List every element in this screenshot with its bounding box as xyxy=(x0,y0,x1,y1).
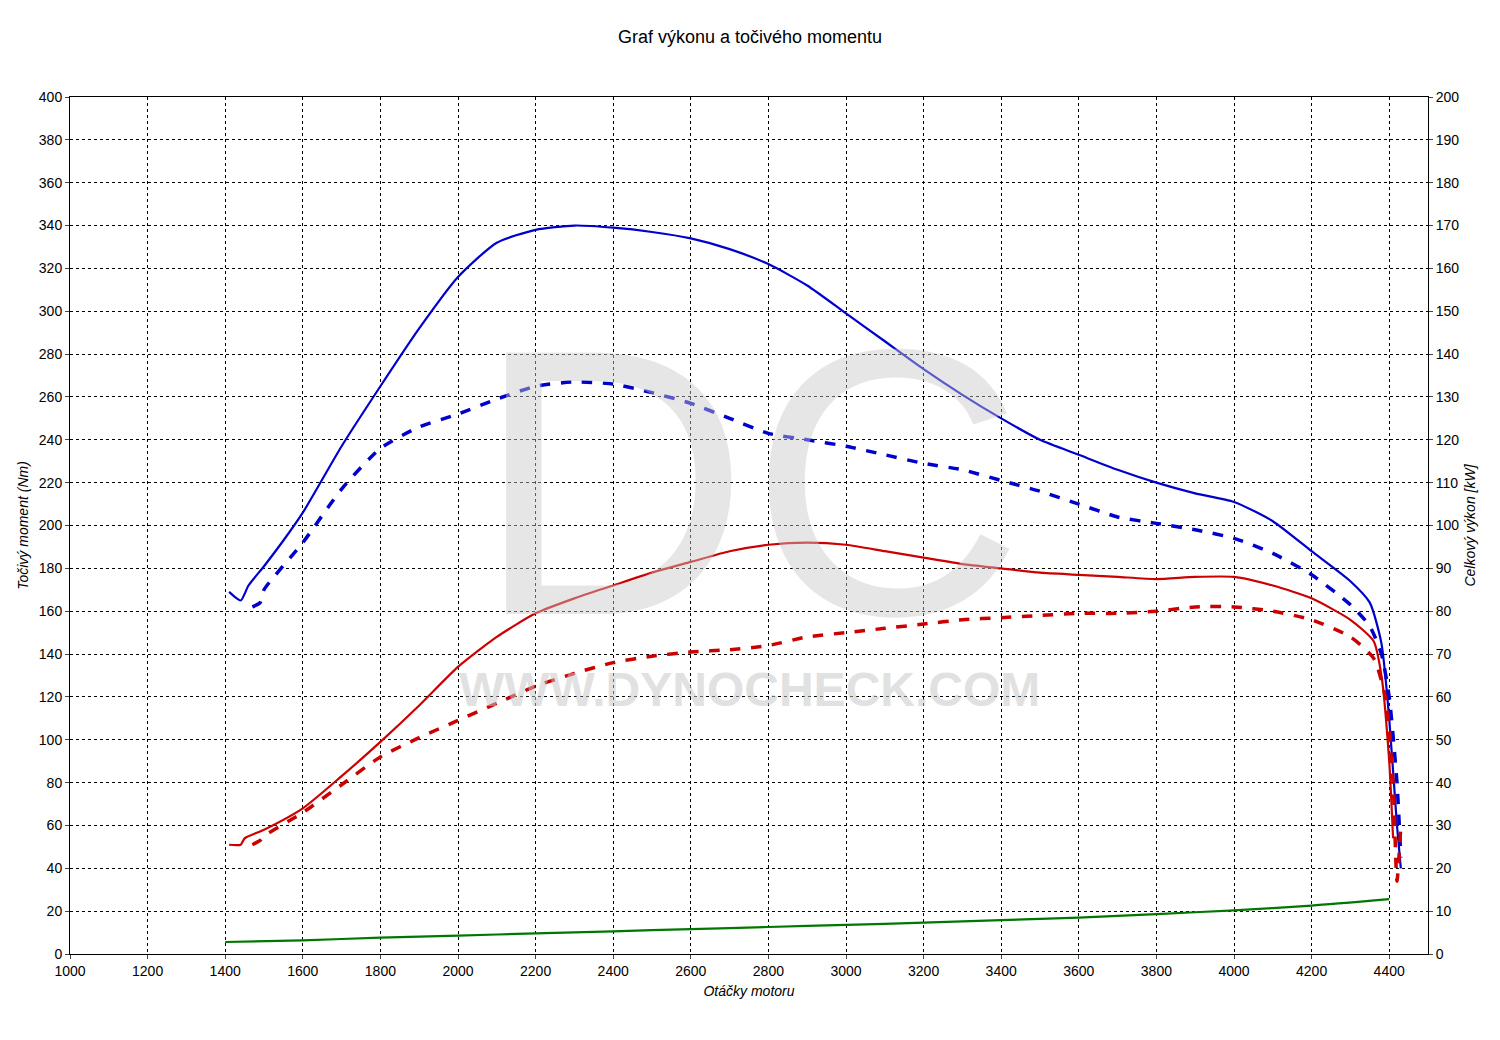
svg-text:140: 140 xyxy=(39,646,63,662)
svg-text:30: 30 xyxy=(1436,817,1452,833)
svg-text:320: 320 xyxy=(39,260,63,276)
svg-text:280: 280 xyxy=(39,346,63,362)
svg-text:DC: DC xyxy=(475,270,1024,695)
svg-text:3000: 3000 xyxy=(830,963,861,979)
svg-text:200: 200 xyxy=(39,517,63,533)
svg-text:100: 100 xyxy=(39,732,63,748)
svg-text:40: 40 xyxy=(47,860,63,876)
svg-text:60: 60 xyxy=(47,817,63,833)
svg-text:60: 60 xyxy=(1436,689,1452,705)
svg-text:3400: 3400 xyxy=(986,963,1017,979)
svg-text:Otáčky motoru: Otáčky motoru xyxy=(703,983,794,999)
svg-text:400: 400 xyxy=(39,89,63,105)
svg-text:180: 180 xyxy=(39,560,63,576)
svg-text:4000: 4000 xyxy=(1218,963,1249,979)
svg-text:240: 240 xyxy=(39,432,63,448)
svg-text:120: 120 xyxy=(1436,432,1460,448)
svg-text:WWW.DYNOCHECK.COM: WWW.DYNOCHECK.COM xyxy=(459,663,1040,716)
svg-text:Celkový výkon [kW]: Celkový výkon [kW] xyxy=(1462,463,1478,586)
svg-text:80: 80 xyxy=(47,775,63,791)
svg-text:10: 10 xyxy=(1436,903,1452,919)
svg-text:180: 180 xyxy=(1436,175,1460,191)
svg-text:0: 0 xyxy=(1436,946,1444,962)
svg-text:140: 140 xyxy=(1436,346,1460,362)
svg-text:100: 100 xyxy=(1436,517,1460,533)
svg-text:2800: 2800 xyxy=(753,963,784,979)
svg-text:110: 110 xyxy=(1436,475,1459,491)
svg-text:260: 260 xyxy=(39,389,63,405)
svg-text:20: 20 xyxy=(1436,860,1452,876)
svg-text:20: 20 xyxy=(47,903,63,919)
svg-text:380: 380 xyxy=(39,132,63,148)
svg-text:70: 70 xyxy=(1436,646,1452,662)
svg-text:2600: 2600 xyxy=(675,963,706,979)
svg-text:360: 360 xyxy=(39,175,63,191)
svg-text:170: 170 xyxy=(1436,217,1460,233)
svg-text:Točivý moment (Nm): Točivý moment (Nm) xyxy=(15,461,31,590)
svg-text:190: 190 xyxy=(1436,132,1460,148)
svg-text:4200: 4200 xyxy=(1296,963,1327,979)
svg-text:4400: 4400 xyxy=(1374,963,1405,979)
svg-text:200: 200 xyxy=(1436,89,1460,105)
svg-text:150: 150 xyxy=(1436,303,1460,319)
svg-text:2200: 2200 xyxy=(520,963,551,979)
svg-text:90: 90 xyxy=(1436,560,1452,576)
svg-text:300: 300 xyxy=(39,303,63,319)
svg-text:3600: 3600 xyxy=(1063,963,1094,979)
svg-text:3200: 3200 xyxy=(908,963,939,979)
svg-text:80: 80 xyxy=(1436,603,1452,619)
svg-text:120: 120 xyxy=(39,689,63,705)
svg-text:130: 130 xyxy=(1436,389,1460,405)
svg-text:3800: 3800 xyxy=(1141,963,1172,979)
svg-text:160: 160 xyxy=(39,603,63,619)
svg-text:0: 0 xyxy=(54,946,62,962)
svg-text:160: 160 xyxy=(1436,260,1460,276)
svg-text:340: 340 xyxy=(39,217,63,233)
svg-text:2400: 2400 xyxy=(598,963,629,979)
svg-text:1800: 1800 xyxy=(365,963,396,979)
svg-text:1400: 1400 xyxy=(210,963,241,979)
svg-text:1000: 1000 xyxy=(54,963,85,979)
svg-text:50: 50 xyxy=(1436,732,1452,748)
svg-text:1200: 1200 xyxy=(132,963,163,979)
svg-text:2000: 2000 xyxy=(442,963,473,979)
svg-text:220: 220 xyxy=(39,475,63,491)
svg-text:40: 40 xyxy=(1436,775,1452,791)
svg-text:Graf výkonu a točivého momentu: Graf výkonu a točivého momentu xyxy=(618,27,882,47)
svg-text:1600: 1600 xyxy=(287,963,318,979)
